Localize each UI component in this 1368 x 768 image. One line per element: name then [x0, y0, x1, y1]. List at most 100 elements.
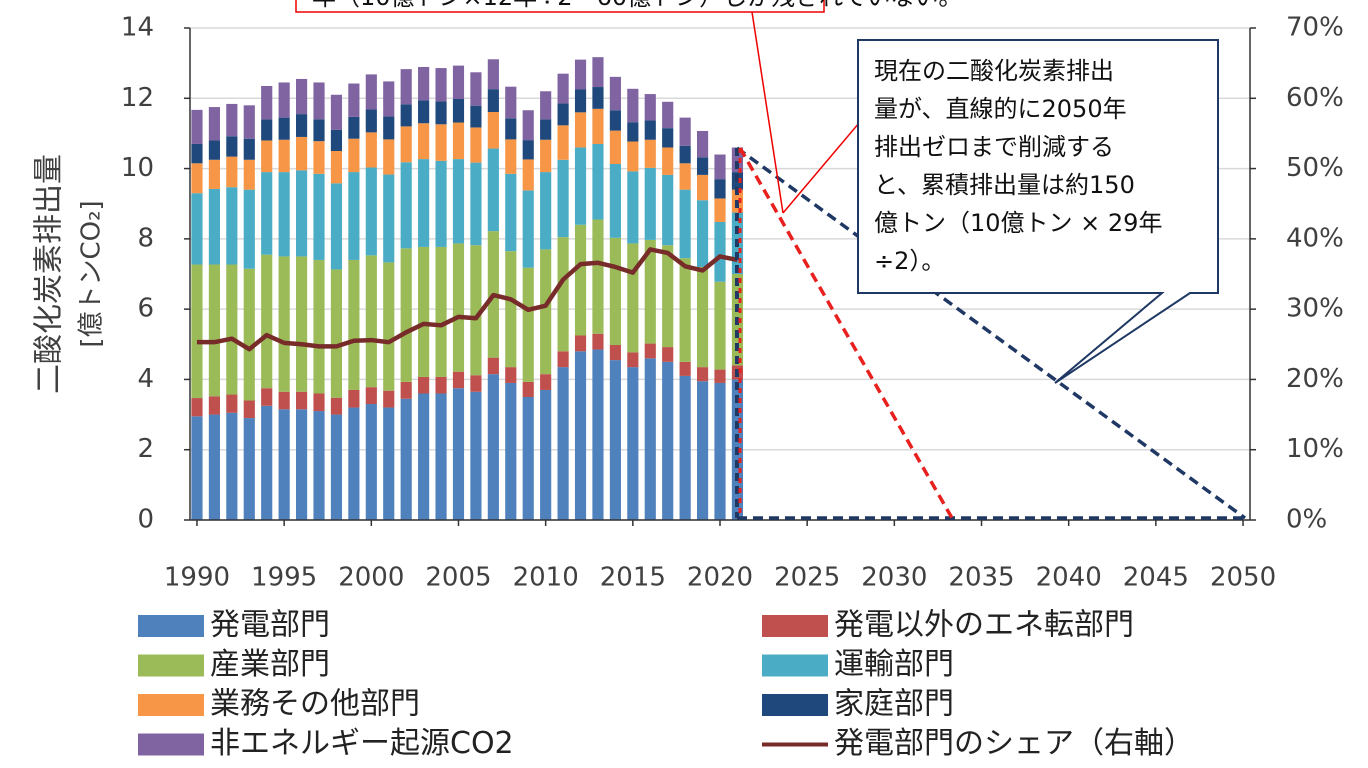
bar-segment [470, 391, 482, 520]
bar-segment [348, 389, 360, 408]
bar-segment [522, 159, 534, 191]
bar-segment [365, 255, 377, 388]
bar-segment [296, 409, 308, 520]
x-tick-label: 1995 [251, 563, 317, 593]
legend-label: 発電以外のエネ転部門 [834, 608, 1134, 643]
bar-segment [644, 358, 656, 520]
bar-segment [365, 404, 377, 520]
bar-segment [418, 67, 430, 101]
linear-pathway [735, 146, 1247, 520]
callout-text: 現在の二酸化炭素排出量が、直線的に2050年排出ゼロまで削減すると、累積排出量は… [874, 57, 1162, 275]
bar-segment [313, 82, 325, 120]
bar-segment [662, 147, 674, 175]
bar-segment [627, 88, 639, 123]
bar-segment [609, 110, 621, 131]
bar-segment [226, 394, 238, 413]
legend-label: 産業部門 [210, 647, 330, 682]
bar-segment [679, 189, 691, 259]
y-label-line: [億トンCO₂] [77, 200, 107, 347]
bar-segment [714, 179, 726, 199]
bar-segment [435, 246, 447, 377]
legend-label: 発電部門のシェア（右軸） [834, 726, 1194, 761]
bar-segment [714, 221, 726, 282]
bar-segment [313, 119, 325, 142]
y-tick-label: 8 [137, 223, 154, 253]
bar-segment [592, 57, 604, 88]
bar-segment [557, 125, 569, 160]
bar-segment [627, 352, 639, 368]
bar-segment [731, 147, 744, 173]
legend-label: 運輸部門 [834, 647, 954, 682]
bar-segment [644, 94, 656, 121]
y2-tick-label: 60% [1286, 83, 1344, 113]
bar-segment [452, 371, 465, 389]
x-tick-label: 2005 [425, 563, 491, 593]
bar-segment [330, 183, 343, 270]
bar-segment [243, 159, 255, 190]
callout-line: と、累積排出量は約150 [874, 171, 1135, 199]
bar-segment [226, 264, 238, 395]
bar-segment [487, 357, 499, 375]
y2-tick-label: 10% [1286, 434, 1344, 464]
bar-segment [696, 174, 709, 201]
bar-segment [383, 174, 395, 263]
bar-segment [714, 369, 726, 383]
bar-segment [348, 172, 360, 260]
y-tick-label: 0 [137, 505, 154, 535]
bar-segment [679, 375, 691, 520]
bar-segment [522, 140, 534, 160]
x-tick-label: 1990 [164, 563, 230, 593]
bar-segment [557, 237, 569, 352]
bar-segment [452, 388, 465, 520]
x-tick-label: 2000 [338, 563, 404, 593]
bar-segment [365, 132, 377, 168]
bar-segment [522, 267, 534, 382]
legend-label: 発電部門 [210, 608, 330, 643]
bar-segment [522, 381, 534, 397]
y-tick-label: 10 [121, 153, 154, 183]
bar-segment [679, 361, 691, 376]
bar-segment [644, 239, 656, 344]
bar-segment [696, 381, 709, 520]
callout-line: 現在の二酸化炭素排出 [874, 57, 1114, 85]
bar-segment [487, 111, 499, 149]
bar-segment [278, 139, 290, 173]
x-tick-label: 2030 [861, 563, 927, 593]
bar-segment [696, 157, 709, 175]
callout-line: 量が、直線的に2050年 [874, 95, 1127, 123]
bar-segment [696, 266, 709, 368]
bar-segment [487, 89, 499, 112]
bar-segment [662, 347, 674, 362]
bar-segment [592, 349, 604, 520]
bar-segment [609, 130, 621, 165]
bar-segment [574, 112, 587, 148]
bar-segment [452, 122, 465, 160]
bar-segment [452, 243, 465, 372]
bar-segment [435, 68, 447, 102]
bar-segment [540, 374, 552, 390]
bar-segment [313, 393, 325, 412]
bar-segment [662, 128, 674, 148]
bar-segment [574, 335, 587, 352]
bar-segment [348, 116, 360, 139]
bar-segment [278, 117, 290, 140]
y2-tick-label: 0% [1286, 505, 1327, 535]
bar-segment [627, 141, 639, 172]
bar-segment [574, 351, 587, 520]
bar-segment [574, 89, 587, 113]
bar-segment [487, 59, 499, 90]
budget-pathway [738, 147, 954, 519]
y-label-line: 二酸化炭素排出量 [32, 154, 67, 394]
bar-segment [592, 87, 604, 109]
bar-segment [226, 103, 238, 137]
bar-segment [330, 151, 343, 184]
bar-segment [505, 382, 517, 520]
bar-segment [296, 256, 308, 392]
bar-segment [191, 264, 203, 399]
legend-label: 非エネルギー起源CO2 [210, 726, 514, 761]
legend-swatch [138, 694, 204, 716]
bar-segment [243, 189, 255, 269]
bar-segment [609, 164, 621, 238]
bar-segment [662, 361, 674, 520]
callout-line: 億トン（10億トン × 29年 [874, 209, 1162, 237]
